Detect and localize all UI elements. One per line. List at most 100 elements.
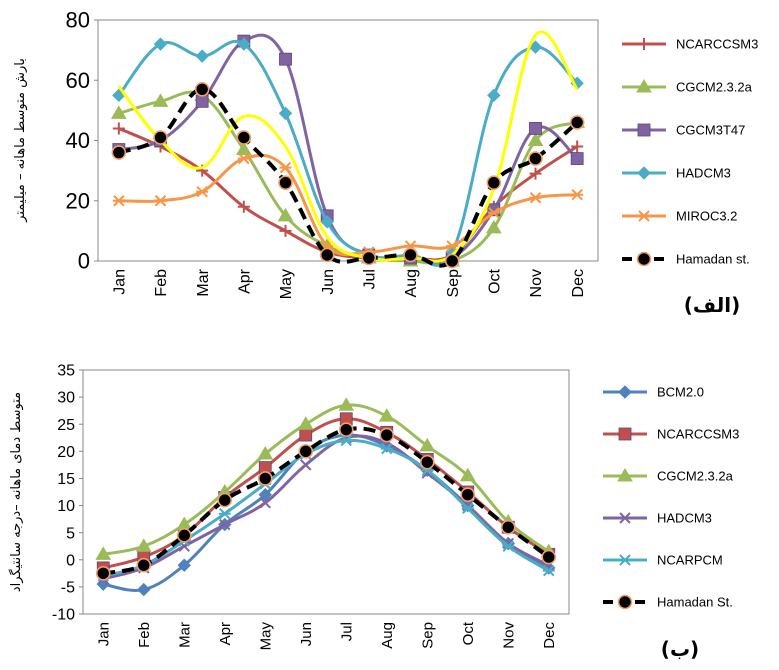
data-point (529, 192, 542, 204)
x-tick-label: Jan (96, 622, 113, 646)
x-tick-label: Mar (177, 622, 194, 648)
data-point (298, 444, 314, 459)
legend-label: MIROC3.2 (676, 209, 737, 224)
legend-marker (618, 427, 632, 441)
data-point (95, 546, 112, 560)
legend-label: HADCM3 (657, 511, 712, 526)
data-point (541, 549, 557, 565)
y-tick-label: 25 (57, 417, 75, 434)
legend-a: NCARCCSM3 CGCM2.3.2a CGCM3T47 HADCM3 MIROC3.… (622, 37, 758, 267)
data-point (460, 487, 476, 503)
x-tick-label: Aug (379, 622, 396, 649)
y-axis-title-b: متوسط دمای ماهانه –درجه سانتیگراد (8, 392, 24, 592)
x-ticks-b: Jan Feb Mar Apr May Jun Jul Aug Sep Oct Nov Dec (96, 621, 559, 650)
y-ticks-b: -10 -5 0 5 10 15 20 25 30 35 (52, 363, 83, 624)
data-point (112, 195, 125, 207)
data-point (194, 81, 210, 97)
x-tick-label: Feb (153, 269, 170, 297)
x-tick-label: Oct (486, 268, 503, 293)
data-point (380, 442, 393, 455)
y-tick-label: 80 (66, 8, 90, 33)
legend-label: CGCM2.3.2a (657, 469, 734, 484)
y-tick-label: 40 (66, 128, 90, 153)
x-tick-label: Apr (217, 622, 234, 645)
data-point (112, 122, 125, 135)
precipitation-chart: بارش متوسط ماهانه – میلیمتر 0 20 40 60 80 Ja… (13, 8, 758, 317)
data-point (446, 240, 459, 252)
data-point (279, 161, 292, 174)
data-point (279, 224, 292, 237)
legend-label: NCARCCSM3 (657, 427, 739, 442)
data-point (569, 115, 585, 130)
data-point (278, 175, 293, 190)
data-point (237, 37, 251, 51)
data-point (218, 507, 231, 520)
legend-label: HADCM3 (676, 166, 731, 181)
data-point (136, 557, 152, 573)
data-point (320, 215, 334, 229)
data-point (110, 105, 127, 119)
series-line (117, 40, 579, 267)
legend-marker (636, 79, 652, 93)
x-tick-label: Nov (501, 622, 518, 649)
data-point (111, 145, 127, 160)
data-point (500, 519, 516, 535)
data-point (137, 582, 151, 597)
x-tick-label: Jun (320, 269, 337, 295)
data-point (297, 416, 314, 430)
y-tick-label: 0 (66, 552, 75, 569)
data-point (361, 250, 377, 266)
data-point (570, 152, 584, 165)
x-tick-label: Jan (111, 269, 128, 295)
data-point (502, 540, 515, 552)
x-ticks-a: Jan Feb Mar Apr May Jun Jul Aug Sep Oct Nov Dec (111, 268, 586, 299)
legend-marker (637, 123, 651, 137)
x-tick-label: Aug (403, 269, 420, 297)
y-tick-label: -5 (61, 579, 75, 596)
x-tick-label: Jul (339, 622, 356, 641)
x-tick-label: Dec (541, 622, 558, 649)
series-line (117, 30, 579, 263)
data-point (527, 132, 544, 146)
data-point (153, 37, 168, 51)
data-point (461, 502, 474, 514)
y-tick-label: 35 (57, 363, 75, 380)
data-point (177, 558, 191, 572)
y-tick-label: 5 (66, 525, 75, 542)
data-point (196, 186, 209, 198)
panel-label-b: (ب) (661, 637, 699, 661)
x-tick-label: Dec (570, 269, 587, 297)
legend-label: NCARCCSM3 (676, 37, 758, 52)
x-tick-label: Mar (195, 268, 212, 296)
series-lines-a (110, 30, 586, 269)
data-point (571, 189, 584, 201)
plot-area-b (82, 369, 570, 615)
data-point (152, 93, 169, 107)
y-tick-label: -10 (52, 607, 75, 624)
data-point (176, 528, 192, 543)
data-point (278, 106, 293, 121)
legend-label: Hamadan St. (657, 595, 733, 610)
data-point (571, 140, 584, 153)
y-tick-label: 60 (66, 68, 90, 93)
data-point (485, 219, 502, 234)
data-point (279, 52, 292, 66)
data-point (459, 467, 476, 482)
temperature-chart: متوسط دمای ماهانه –درجه سانتیگراد -10 -5 0… (8, 363, 739, 661)
legend-label: BCM2.0 (657, 385, 704, 400)
x-tick-label: May (258, 622, 275, 651)
data-point (300, 459, 312, 471)
data-point (299, 428, 313, 442)
x-tick-label: Apr (236, 268, 253, 294)
data-point (95, 566, 111, 581)
data-point (135, 538, 152, 552)
data-point (486, 175, 502, 190)
x-tick-label: Feb (136, 622, 153, 648)
x-tick-label: Sep (420, 622, 437, 649)
data-point (277, 207, 294, 222)
data-point (338, 397, 355, 411)
data-point (487, 88, 501, 103)
x-tick-label: Oct (460, 621, 477, 645)
y-tick-label: 20 (57, 444, 75, 461)
